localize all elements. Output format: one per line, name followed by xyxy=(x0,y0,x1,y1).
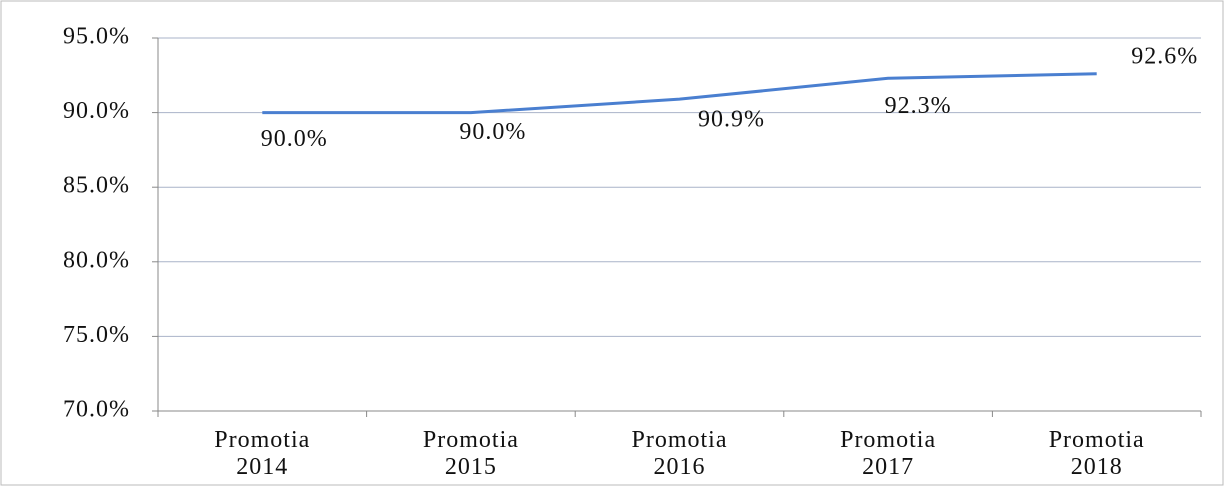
y-tick-label: 95.0% xyxy=(63,24,130,50)
data-label: 90.0% xyxy=(459,119,526,145)
y-tick-label: 90.0% xyxy=(63,98,130,124)
y-tick-label: 85.0% xyxy=(63,173,130,199)
y-tick-label: 75.0% xyxy=(63,322,130,348)
y-tick-label: 80.0% xyxy=(63,247,130,273)
x-tick-label: Promotia 2017 xyxy=(840,427,937,480)
y-tick-label: 70.0% xyxy=(63,397,130,423)
x-tick-label: Promotia 2016 xyxy=(631,427,728,480)
data-label: 90.0% xyxy=(261,126,328,152)
data-label: 92.3% xyxy=(885,93,952,119)
data-label: 92.6% xyxy=(1131,43,1198,69)
x-tick-label: Promotia 2015 xyxy=(422,427,519,480)
line xyxy=(262,72,1097,115)
x-tick-label: Promotia 2018 xyxy=(1048,427,1145,480)
data-label: 90.9% xyxy=(698,107,765,133)
x-tick-label: Promotia 2014 xyxy=(214,427,311,480)
